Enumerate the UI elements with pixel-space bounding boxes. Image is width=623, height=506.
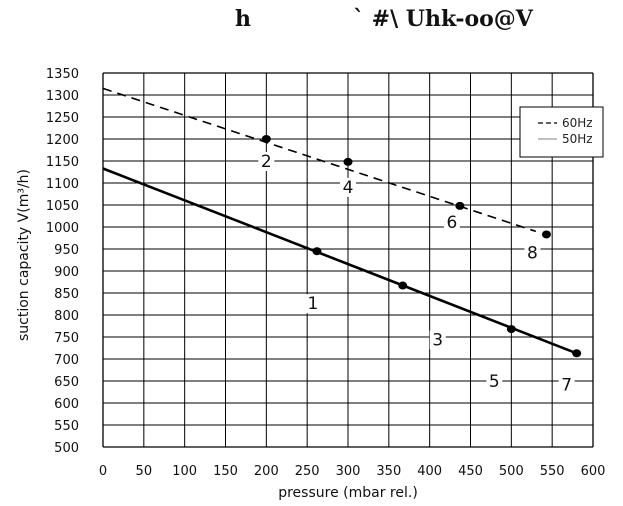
x-tick-label-450: 450 — [458, 464, 483, 479]
legend-label-50Hz: 50Hz — [562, 132, 593, 146]
point-label-1: 1 — [308, 294, 319, 314]
y-tick-label-1050: 1050 — [46, 199, 79, 214]
x-tick-label-600: 600 — [581, 464, 606, 479]
y-tick-label-1000: 1000 — [46, 221, 79, 236]
point-label-8: 8 — [527, 243, 538, 263]
data-point-4 — [343, 157, 353, 166]
x-tick-label-150: 150 — [213, 464, 238, 479]
x-tick-label-350: 350 — [376, 464, 401, 479]
data-point-1 — [312, 247, 322, 256]
x-tick-label-200: 200 — [254, 464, 279, 479]
y-tick-label-500: 500 — [54, 441, 79, 456]
point-label-bg-8 — [524, 243, 541, 263]
y-tick-labels: 500 550 600 650 700 750 800 850 900 950 1000 1050 11… — [46, 67, 79, 456]
point-label-bg-5 — [486, 372, 503, 392]
point-label-7: 7 — [561, 375, 572, 395]
legend-label-60Hz: 60Hz — [562, 116, 593, 130]
x-tick-labels: 0 50 100 150 200 250 300 350 400 450 500 550 600 — [99, 464, 606, 479]
y-tick-label-950: 950 — [54, 243, 79, 258]
x-tick-label-250: 250 — [295, 464, 320, 479]
series-lines — [102, 87, 578, 355]
y-tick-label-1100: 1100 — [46, 177, 79, 192]
grid — [102, 72, 594, 448]
data-point-3 — [398, 281, 408, 290]
x-tick-label-550: 550 — [540, 464, 565, 479]
y-tick-label-900: 900 — [54, 265, 79, 280]
series-line-50Hz — [102, 167, 578, 355]
y-tick-label-800: 800 — [54, 309, 79, 324]
x-tick-label-0: 0 — [99, 464, 107, 479]
x-tick-label-500: 500 — [499, 464, 524, 479]
point-label-bg-3 — [429, 330, 446, 350]
x-tick-label-100: 100 — [172, 464, 197, 479]
y-axis-label: suction capacity V(m³/h) — [16, 169, 32, 341]
point-label-6: 6 — [446, 213, 457, 233]
point-label-bg-1 — [304, 294, 321, 314]
data-point-7 — [572, 349, 582, 358]
y-tick-label-1250: 1250 — [46, 111, 79, 126]
legend-box — [519, 106, 604, 158]
point-label-bg-4 — [340, 177, 356, 197]
data-point-8 — [541, 230, 551, 239]
y-tick-label-1150: 1150 — [46, 155, 79, 170]
data-point-6 — [455, 201, 465, 210]
chart-title-part-1: h — [235, 6, 251, 32]
x-tick-label-50: 50 — [136, 464, 153, 479]
point-label-3: 3 — [432, 331, 443, 351]
point-label-bg-7 — [558, 375, 575, 395]
y-tick-label-750: 750 — [54, 331, 79, 346]
point-label-4: 4 — [343, 178, 354, 198]
series-markers: 2 4 6 8 1 3 5 7 — [258, 135, 582, 395]
y-tick-label-550: 550 — [54, 419, 79, 434]
y-tick-label-600: 600 — [54, 397, 79, 412]
x-tick-label-300: 300 — [336, 464, 361, 479]
chart-title-part-2: ` #\ Uhk-oo@V — [353, 6, 533, 32]
point-label-bg-6 — [443, 212, 460, 232]
y-tick-label-1350: 1350 — [46, 67, 79, 82]
data-point-5 — [506, 325, 516, 334]
x-axis-label: pressure (mbar rel.) — [278, 485, 418, 501]
y-tick-label-700: 700 — [54, 353, 79, 368]
data-point-2 — [261, 135, 271, 143]
y-tick-label-1200: 1200 — [46, 133, 79, 148]
y-tick-label-650: 650 — [54, 375, 79, 390]
point-label-bg-2 — [258, 152, 275, 171]
x-tick-label-400: 400 — [417, 464, 442, 479]
y-tick-label-1300: 1300 — [46, 89, 79, 104]
chart-title: h ` #\ Uhk-oo@V — [0, 6, 623, 36]
point-label-5: 5 — [489, 372, 500, 392]
y-tick-label-850: 850 — [54, 287, 79, 302]
point-label-2: 2 — [261, 152, 272, 172]
legend: 60Hz 50Hz — [519, 106, 604, 158]
